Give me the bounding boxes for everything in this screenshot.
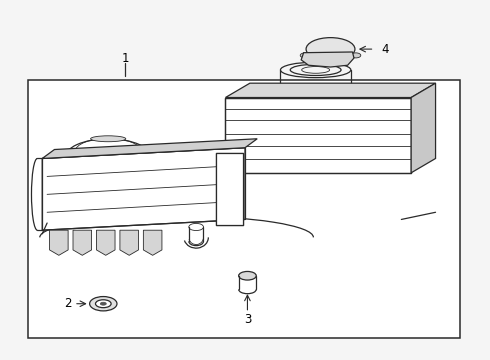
Ellipse shape (90, 297, 117, 311)
Ellipse shape (306, 38, 355, 60)
Polygon shape (411, 83, 436, 173)
Text: 1: 1 (122, 51, 129, 64)
Polygon shape (73, 230, 92, 255)
FancyBboxPatch shape (27, 80, 460, 338)
Polygon shape (49, 230, 68, 255)
Polygon shape (225, 98, 411, 173)
Ellipse shape (91, 136, 126, 142)
Ellipse shape (351, 53, 361, 58)
Text: 3: 3 (244, 312, 251, 326)
Text: 2: 2 (64, 297, 72, 310)
Polygon shape (144, 230, 162, 255)
Text: 4: 4 (382, 42, 390, 55)
Polygon shape (42, 148, 245, 230)
Polygon shape (42, 139, 257, 158)
Polygon shape (225, 83, 436, 98)
Polygon shape (120, 230, 139, 255)
Polygon shape (97, 230, 115, 255)
Ellipse shape (300, 53, 310, 58)
Ellipse shape (239, 271, 256, 280)
Polygon shape (216, 153, 243, 225)
Ellipse shape (100, 302, 106, 305)
Polygon shape (301, 52, 354, 67)
Ellipse shape (96, 300, 111, 308)
